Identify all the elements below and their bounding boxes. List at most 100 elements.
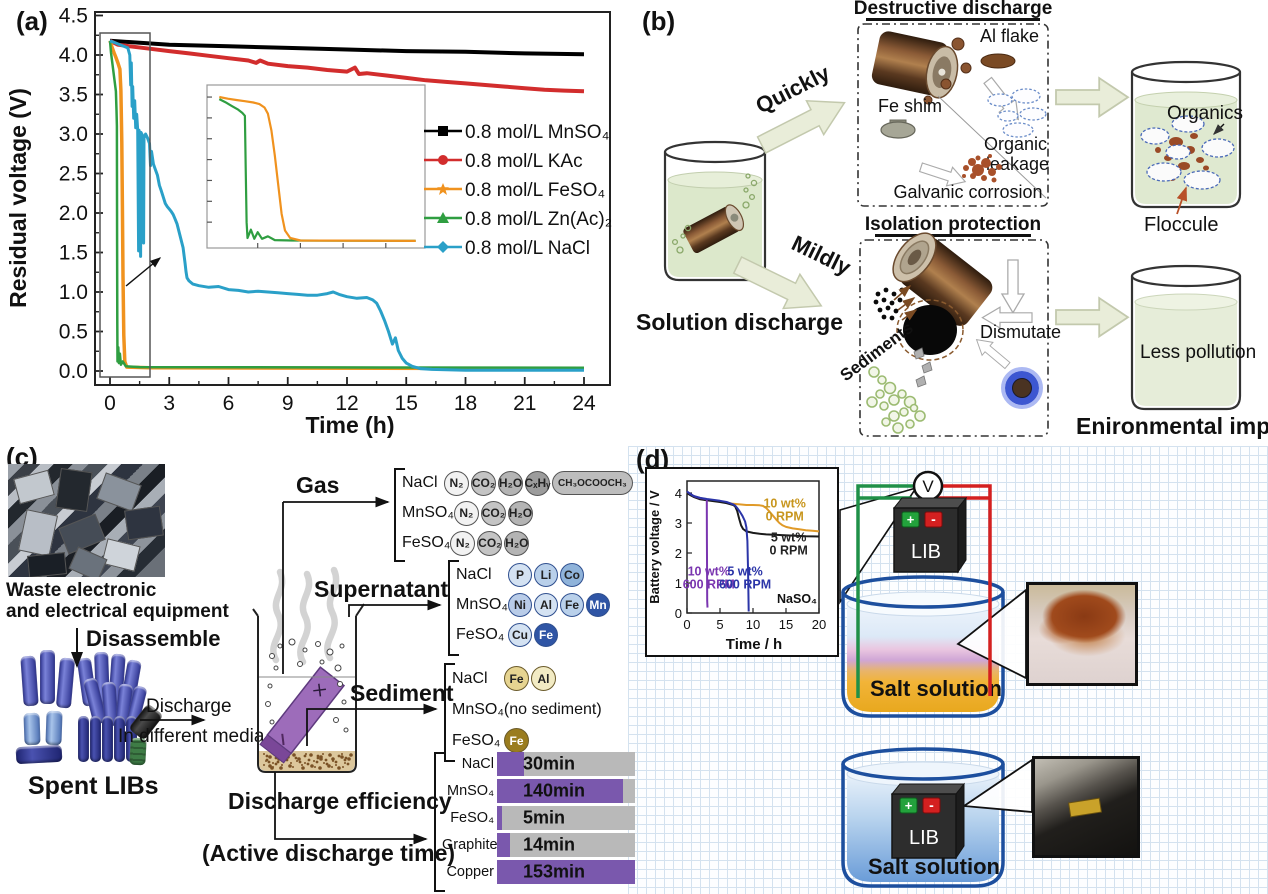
speckle xyxy=(281,764,283,766)
bar-value-label: 5min xyxy=(523,807,566,828)
speckle xyxy=(325,762,329,766)
organics-pointer xyxy=(1213,123,1225,135)
arrow-to-floccule xyxy=(1055,76,1130,119)
species-chip: Al xyxy=(531,666,556,691)
speckle xyxy=(309,753,313,757)
gas-label: Gas xyxy=(296,472,340,498)
voltmeter-label: V xyxy=(922,477,934,496)
efficiency-title: Discharge efficiency xyxy=(228,788,452,814)
less-pollution-label: Less pollution xyxy=(1140,342,1256,363)
solution-discharge-beaker xyxy=(663,140,767,282)
speckle xyxy=(343,758,347,762)
bar-category-label: NaCl xyxy=(461,756,494,772)
legend-marker-triangle xyxy=(437,212,449,223)
supernatant-bracket xyxy=(448,560,459,656)
y-tick-label: 0.0 xyxy=(59,360,88,383)
species-row: MnSO₄ Ni Al Fe Mn xyxy=(456,590,612,620)
x-tick-label: 18 xyxy=(454,392,477,415)
lib1-minus: - xyxy=(931,511,936,527)
d-annotation: 0 RPM xyxy=(766,509,804,523)
x-tick-label: 9 xyxy=(282,392,294,415)
waste-label-line2: and electrical equipment xyxy=(6,601,229,622)
sediment-bracket xyxy=(444,663,455,762)
in-media-label: In different media xyxy=(118,726,265,747)
speckle xyxy=(263,753,265,755)
bar-fill xyxy=(497,806,502,830)
y-tick-label: 1.5 xyxy=(59,242,88,265)
d-x-tick-label: 15 xyxy=(779,617,793,632)
speckle xyxy=(265,760,267,762)
galvanic-label: Galvanic corrosion xyxy=(893,182,1042,202)
d-x-tick-label: 10 xyxy=(746,617,760,632)
white-arrow-down xyxy=(1000,259,1026,314)
species-chip: CO₂ xyxy=(471,470,496,496)
legend-entry: 0.8 mol/L FeSO₄ xyxy=(424,180,605,201)
species-row: MnSO₄(no sediment) xyxy=(452,694,602,725)
d-series-4 xyxy=(686,490,750,612)
battery-voltage-chart-box: Battery voltage / V Time / h 0 5 10 15 20 0 1 2… xyxy=(645,467,839,657)
battery-cell-dark xyxy=(114,716,125,762)
lib1-plus: + xyxy=(907,512,915,527)
gas-bracket xyxy=(394,468,405,562)
panel-b-label: (b) xyxy=(642,6,676,36)
beaker-walls xyxy=(257,616,357,773)
speckle xyxy=(301,764,303,766)
legend-marker-square xyxy=(438,126,448,136)
speckle xyxy=(307,758,311,762)
discharge-schematic: Solution discharge Quickly Mildly Destru… xyxy=(636,0,1268,439)
d-annotation: 5 wt% xyxy=(727,565,762,579)
battery-in-beaker xyxy=(683,204,745,254)
gas-bubbles xyxy=(671,173,758,254)
x-tick-label: 24 xyxy=(572,392,596,415)
battery-cell-dark xyxy=(102,716,113,762)
efficiency-bar-row: Graphite 14min xyxy=(442,833,635,857)
al-flake-label: Al flake xyxy=(980,26,1039,46)
quickly-arrow-icon xyxy=(756,99,846,154)
y-tick-label: 3.5 xyxy=(59,84,88,107)
panel-c-diagram xyxy=(71,496,442,845)
species-row: MnSO₄ N₂ CO₂ H₂O xyxy=(402,498,635,528)
sediment-species-list: NaCl Fe Al MnSO₄(no sediment) FeSO₄ Fe xyxy=(452,663,602,756)
speckle xyxy=(268,755,272,759)
speckle xyxy=(276,760,280,764)
al-flake-icon xyxy=(980,53,1016,69)
efficiency-bracket xyxy=(434,752,445,892)
sediment-label: Sediment xyxy=(350,680,454,706)
species-chip: CO₂ xyxy=(480,500,506,526)
spent-libs-label: Spent LIBs xyxy=(28,772,159,800)
d-y-tick-label: 1 xyxy=(675,576,682,591)
waste-label-line1: Waste electronic xyxy=(6,580,157,601)
y-tick-label: 4.5 xyxy=(59,5,88,28)
speckle xyxy=(274,762,278,766)
bar-category-label: FeSO₄ xyxy=(450,810,494,826)
red-wire-main xyxy=(942,484,992,696)
fe-shim-icon xyxy=(880,119,916,139)
species-chip: H₂O xyxy=(504,530,530,556)
speckle xyxy=(288,764,292,768)
speckle xyxy=(323,762,325,764)
speckle xyxy=(270,766,274,770)
sediment-arrows xyxy=(893,284,918,321)
series-1 xyxy=(109,38,585,57)
beaker-bubbles xyxy=(265,638,349,733)
salt-label: MnSO₄(no sediment) xyxy=(452,700,602,718)
divider-line xyxy=(937,95,1047,199)
species-chip: H₂O xyxy=(498,470,523,496)
less-pollution-beaker xyxy=(1130,264,1242,411)
panel-a: (a) Residual voltage (V) Time (h) 0 3 6 9 12… xyxy=(0,0,628,446)
destructive-title: Destructive discharge xyxy=(854,0,1053,19)
flake-particles xyxy=(923,37,972,105)
species-chip: N₂ xyxy=(450,530,476,556)
species-chip: Mn xyxy=(586,593,610,617)
speckle xyxy=(265,754,269,758)
y-tick-label: 2.0 xyxy=(59,202,88,225)
legend-marker-diamond xyxy=(437,241,449,253)
speckle xyxy=(318,766,322,770)
speckle xyxy=(310,764,314,768)
x-tick-label: 6 xyxy=(223,392,235,415)
x-tick-label: 3 xyxy=(163,392,175,415)
d-annotation: 10 wt% xyxy=(688,565,730,579)
y-tick-label: 1.0 xyxy=(59,281,88,304)
y-tick-label: 0.5 xyxy=(59,321,88,344)
